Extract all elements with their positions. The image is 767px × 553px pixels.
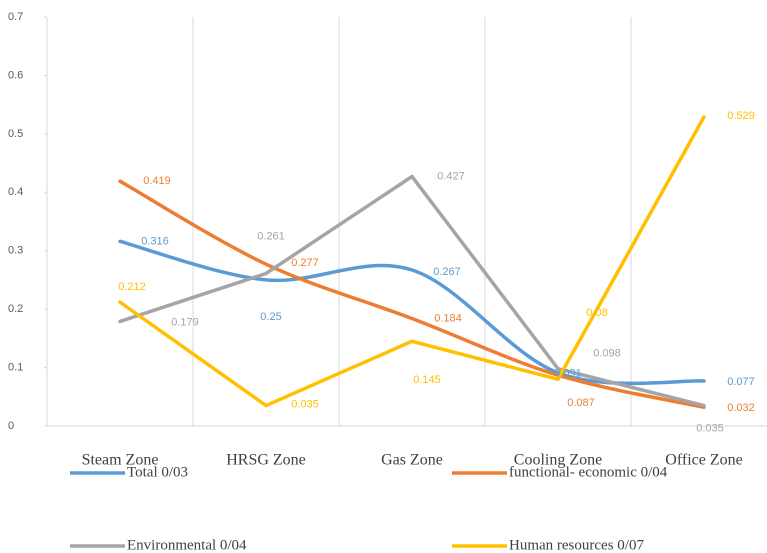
data-label: 0.179 [171, 316, 199, 328]
y-tick-label: 0.3 [8, 245, 23, 257]
data-label: 0.277 [291, 257, 319, 269]
series-line [118, 115, 706, 408]
data-label: 0.419 [143, 175, 171, 187]
legend-label: Environmental 0/04 [127, 537, 247, 553]
legend-label: functional- economic 0/04 [509, 464, 668, 480]
y-tick-label: 0.1 [8, 361, 23, 373]
data-label: 0.091 [554, 368, 582, 380]
data-label: 0.032 [727, 402, 755, 414]
legend-label: Total 0/03 [127, 464, 188, 480]
series-line [118, 174, 706, 408]
data-label: 0.087 [567, 397, 595, 409]
data-label: 0.267 [433, 266, 461, 278]
data-label: 0.08 [586, 307, 607, 319]
x-tick-label: Gas Zone [381, 452, 443, 469]
data-label: 0.098 [593, 348, 621, 360]
x-tick-label: Cooling Zone [514, 452, 602, 469]
x-tick-label: Steam Zone [82, 452, 159, 469]
series-line [118, 179, 706, 410]
data-label: 0.145 [413, 374, 441, 386]
data-label: 0.261 [257, 230, 285, 242]
data-label: 0.427 [437, 170, 465, 182]
data-label: 0.077 [727, 376, 755, 388]
data-label: 0.184 [434, 312, 462, 324]
data-label: 0.316 [141, 235, 169, 247]
x-tick-label: Office Zone [665, 452, 742, 469]
y-tick-label: 0.4 [8, 186, 23, 198]
data-label: 0.035 [291, 398, 319, 410]
y-tick-label: 0.5 [8, 128, 23, 140]
data-label: 0.035 [696, 422, 724, 434]
data-label: 0.212 [118, 281, 146, 293]
y-tick-label: 0 [8, 420, 14, 432]
legend-label: Human resources 0/07 [509, 537, 644, 553]
y-tick-label: 0.2 [8, 303, 23, 315]
data-label: 0.529 [727, 110, 755, 122]
data-label: 0.25 [260, 311, 281, 323]
x-tick-label: HRSG Zone [226, 452, 306, 469]
y-tick-label: 0.7 [8, 11, 23, 23]
y-tick-label: 0.6 [8, 69, 23, 81]
